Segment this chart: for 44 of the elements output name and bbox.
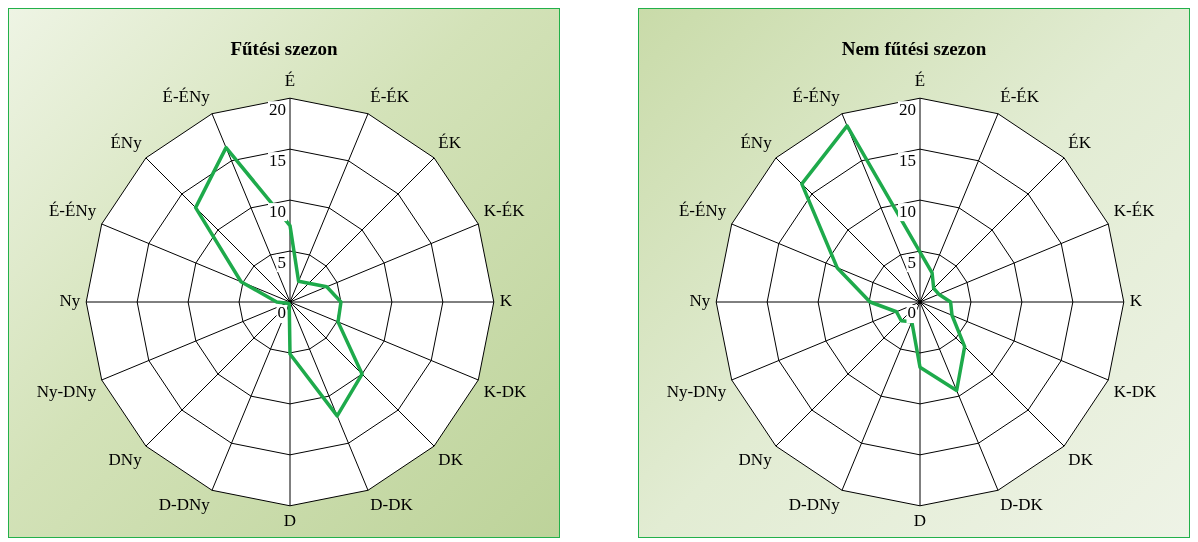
spoke-label: ÉNy	[110, 132, 143, 152]
spoke-label: ÉK	[438, 132, 462, 152]
spoke-label: Ny-DNy	[666, 381, 727, 401]
spoke-label: D	[283, 511, 297, 531]
y-tick-label: 15	[269, 150, 286, 170]
y-tick-label: 5	[277, 252, 286, 272]
spoke-label: DNy	[738, 450, 773, 470]
spoke-label: Ny	[689, 291, 711, 311]
y-tick-label: 10	[899, 201, 916, 221]
y-tick-label: 20	[899, 99, 916, 119]
spoke-label: É	[914, 71, 926, 91]
spoke-label: DK	[1068, 450, 1094, 470]
y-tick-label: 15	[899, 150, 916, 170]
y-tick-label: 10	[269, 201, 286, 221]
spoke-label: É-ÉK	[370, 87, 410, 107]
y-tick-label: 0	[277, 303, 286, 323]
spoke-label: ÉK	[1068, 132, 1092, 152]
spoke-label: É-ÉNy	[678, 200, 727, 220]
spoke-label: É	[284, 71, 296, 91]
spoke-label: É-ÉNy	[792, 87, 841, 107]
spoke-label: É-ÉK	[1000, 87, 1040, 107]
spoke-label: D-DNy	[158, 495, 211, 515]
spoke-label: K-ÉK	[1113, 200, 1156, 220]
y-tick-label: 20	[269, 99, 286, 119]
spoke-label: DK	[438, 450, 464, 470]
spoke-label: D-DNy	[788, 495, 841, 515]
chart-title: Nem fűtési szezon	[841, 38, 987, 60]
y-tick-label: 5	[907, 252, 916, 272]
spoke-label: K-DK	[1113, 381, 1158, 401]
spoke-label: É-ÉNy	[48, 200, 97, 220]
spoke-label: K-ÉK	[483, 200, 526, 220]
spoke-label: D-DK	[1000, 495, 1044, 515]
spoke-label: K	[499, 291, 513, 311]
spoke-label: K	[1129, 291, 1143, 311]
spoke-label: Ny-DNy	[36, 381, 97, 401]
spoke-label: Ny	[59, 291, 81, 311]
spoke-label: ÉNy	[740, 132, 773, 152]
y-tick-label: 0	[907, 303, 916, 323]
spoke-label: D-DK	[370, 495, 414, 515]
chart-title: Fűtési szezon	[230, 38, 338, 60]
spoke-label: DNy	[108, 450, 143, 470]
spoke-label: D	[913, 511, 927, 531]
spoke-label: É-ÉNy	[162, 87, 211, 107]
spoke-label: K-DK	[483, 381, 528, 401]
